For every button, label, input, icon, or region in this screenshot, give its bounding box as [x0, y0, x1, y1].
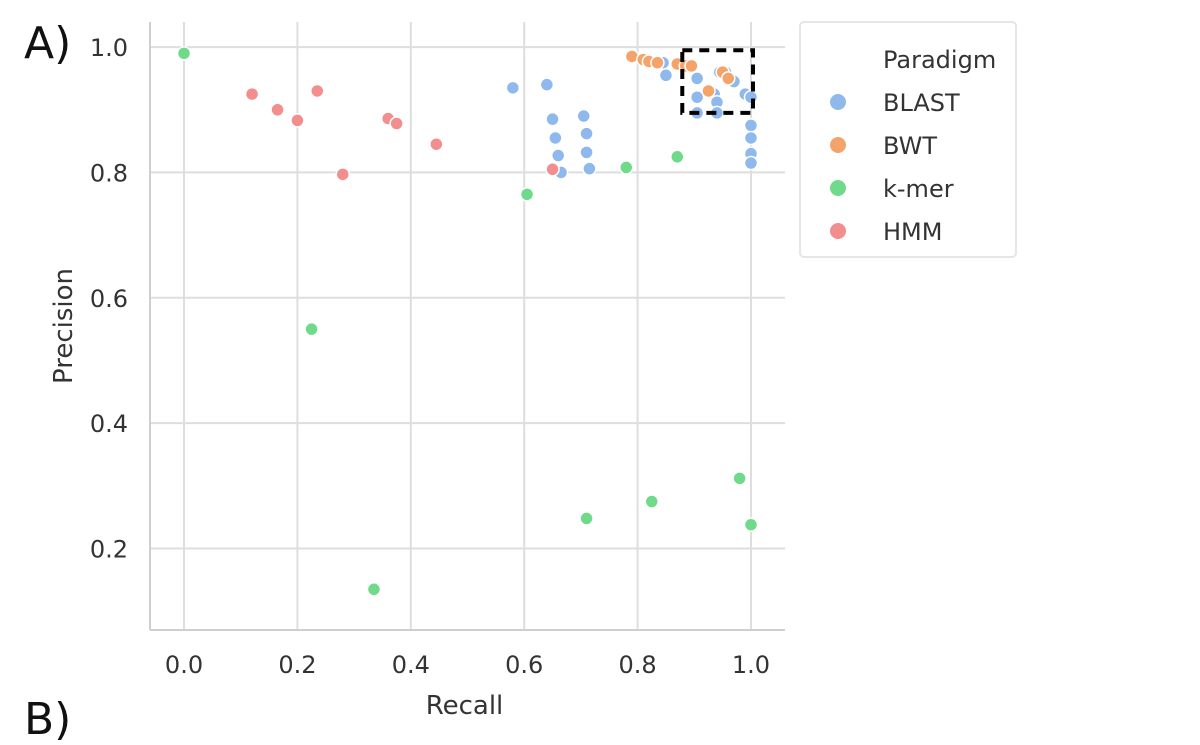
panel-a-label: A): [24, 18, 72, 69]
x-tick-label: 0.0: [165, 651, 203, 679]
y-tick-label: 1.0: [90, 34, 128, 62]
point-hmm: [389, 116, 404, 131]
zoom-box-rect: [680, 48, 755, 115]
legend-label-hmm: HMM: [883, 218, 942, 246]
point-k-mer: [670, 149, 685, 165]
point-blast: [658, 68, 674, 83]
point-blast: [743, 155, 759, 171]
point-blast: [743, 118, 759, 133]
point-hmm: [310, 83, 325, 99]
x-tick-label: 0.2: [278, 651, 316, 679]
point-k-mer: [743, 517, 759, 532]
point-bwt: [684, 58, 699, 74]
x-tick-label: 0.6: [505, 651, 543, 679]
point-bwt: [650, 55, 665, 70]
point-blast: [545, 111, 560, 127]
point-blast: [548, 130, 563, 146]
legend-title: Paradigm: [883, 46, 996, 74]
legend-label-blast: BLAST: [883, 89, 960, 117]
legend: Paradigm BLAST BWT k-mer HMM: [799, 21, 1017, 258]
point-blast: [579, 145, 594, 160]
scatter-chart: 0.0 0.2 0.4 0.6 0.8 1.0 0.2 0.4 0.6 0.8 1.0 Recal…: [49, 21, 1017, 720]
x-tick-label: 0.8: [619, 651, 657, 679]
point-k-mer: [579, 511, 594, 526]
point-k-mer: [644, 494, 660, 509]
legend-label-bwt: BWT: [883, 132, 937, 160]
point-k-mer: [519, 187, 535, 202]
legend-marker-blast: [830, 94, 846, 110]
x-tick-labels: 0.0 0.2 0.4 0.6 0.8 1.0: [165, 651, 770, 679]
point-blast: [576, 108, 591, 124]
x-tick-label: 0.4: [392, 651, 430, 679]
point-blast: [505, 80, 521, 96]
point-k-mer: [304, 321, 319, 337]
data-points: [176, 46, 759, 597]
y-axis-title: Precision: [49, 268, 79, 384]
plot-frame: [149, 22, 785, 631]
legend-frame: [799, 21, 1017, 258]
y-tick-label: 0.6: [90, 285, 128, 313]
point-hmm: [429, 136, 444, 152]
point-k-mer: [366, 582, 382, 597]
x-axis-title: Recall: [426, 691, 504, 720]
y-tick-labels: 0.2 0.4 0.6 0.8 1.0: [90, 34, 128, 563]
point-blast: [582, 161, 597, 176]
legend-marker-hmm: [830, 223, 846, 239]
point-blast: [743, 130, 759, 146]
point-k-mer: [176, 46, 192, 61]
legend-marker-k-mer: [830, 180, 846, 196]
point-blast: [689, 89, 705, 105]
point-k-mer: [732, 471, 747, 486]
point-hmm: [545, 162, 560, 177]
point-bwt: [721, 71, 736, 86]
point-hmm: [290, 113, 305, 128]
point-blast: [539, 77, 555, 92]
point-k-mer: [619, 160, 634, 175]
point-hmm: [270, 102, 285, 118]
point-bwt: [701, 83, 716, 99]
point-blast: [579, 126, 594, 141]
y-tick-label: 0.2: [90, 536, 128, 564]
y-tick-label: 0.8: [90, 159, 128, 187]
point-blast: [689, 71, 705, 86]
legend-marker-bwt: [830, 137, 846, 153]
point-hmm: [335, 167, 351, 182]
y-tick-label: 0.4: [90, 410, 128, 438]
x-tick-label: 1.0: [732, 651, 770, 679]
zoom-box: [680, 48, 755, 115]
legend-label-k-mer: k-mer: [883, 175, 954, 203]
point-hmm: [244, 86, 260, 102]
point-blast: [550, 148, 566, 163]
